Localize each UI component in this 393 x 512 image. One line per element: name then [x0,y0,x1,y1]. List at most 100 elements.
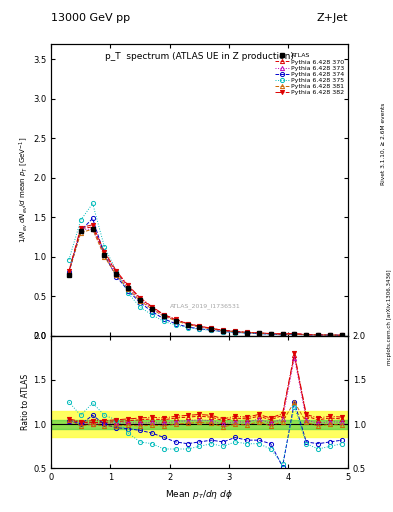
Pythia 6.428 370 [197,323,202,329]
ATLAS [185,322,190,328]
Pythia 6.428 373 [257,330,261,336]
Pythia 6.428 373 [233,329,237,335]
Pythia 6.428 373 [221,328,226,334]
Line: Pythia 6.428 382: Pythia 6.428 382 [67,223,344,337]
Pythia 6.428 374 [244,330,249,336]
Pythia 6.428 382 [114,268,119,274]
Pythia 6.428 370 [257,330,261,336]
Pythia 6.428 381 [233,329,237,335]
Pythia 6.428 382 [268,330,273,336]
Text: mcplots.cern.ch [arXiv:1306.3436]: mcplots.cern.ch [arXiv:1306.3436] [387,270,392,365]
Pythia 6.428 375 [90,200,95,206]
Pythia 6.428 375 [150,312,154,318]
Pythia 6.428 370 [221,327,226,333]
Pythia 6.428 375 [257,331,261,337]
Pythia 6.428 370 [126,283,130,289]
Pythia 6.428 370 [114,269,119,275]
Pythia 6.428 381 [90,226,95,232]
Pythia 6.428 373 [138,297,143,303]
ATLAS [173,317,178,324]
Pythia 6.428 382 [304,332,309,338]
Pythia 6.428 374 [79,228,83,234]
Pythia 6.428 374 [257,331,261,337]
Pythia 6.428 382 [221,327,226,333]
Line: Pythia 6.428 374: Pythia 6.428 374 [67,217,344,337]
Pythia 6.428 374 [209,327,214,333]
Pythia 6.428 373 [90,226,95,232]
Pythia 6.428 375 [162,318,166,325]
Pythia 6.428 374 [221,329,226,335]
ATLAS [328,332,332,338]
ATLAS [162,313,166,319]
ATLAS [268,331,273,337]
Line: Pythia 6.428 381: Pythia 6.428 381 [67,227,344,337]
Pythia 6.428 370 [209,325,214,331]
Pythia 6.428 382 [340,332,344,338]
Pythia 6.428 382 [328,332,332,338]
Pythia 6.428 373 [292,331,297,337]
ATLAS [257,330,261,336]
Pythia 6.428 375 [138,304,143,310]
Pythia 6.428 381 [173,317,178,324]
Pythia 6.428 375 [126,290,130,296]
Pythia 6.428 370 [244,329,249,335]
Pythia 6.428 370 [340,332,344,338]
ATLAS [340,332,344,338]
ATLAS [292,331,297,337]
ATLAS [233,329,237,335]
Text: Z+Jet: Z+Jet [316,13,348,23]
Pythia 6.428 375 [316,332,321,338]
Pythia 6.428 381 [102,253,107,260]
Pythia 6.428 370 [162,312,166,318]
Pythia 6.428 373 [102,251,107,258]
Pythia 6.428 374 [280,332,285,338]
Pythia 6.428 381 [185,322,190,328]
Pythia 6.428 370 [90,224,95,230]
Pythia 6.428 381 [221,328,226,334]
Pythia 6.428 370 [79,225,83,231]
Pythia 6.428 381 [114,272,119,279]
Pythia 6.428 373 [268,331,273,337]
Pythia 6.428 381 [340,332,344,338]
Pythia 6.428 374 [114,273,119,280]
Pythia 6.428 373 [244,329,249,335]
ATLAS [209,326,214,332]
Text: Rivet 3.1.10, ≥ 2.6M events: Rivet 3.1.10, ≥ 2.6M events [381,102,386,184]
Pythia 6.428 382 [316,332,321,338]
Pythia 6.428 374 [292,331,297,337]
ATLAS [244,329,249,335]
Pythia 6.428 370 [268,331,273,337]
Text: ATLAS_2019_I1736531: ATLAS_2019_I1736531 [170,304,241,309]
Pythia 6.428 375 [173,322,178,328]
ATLAS [197,324,202,330]
Pythia 6.428 381 [292,331,297,337]
Pythia 6.428 370 [233,328,237,334]
Pythia 6.428 381 [138,298,143,304]
Pythia 6.428 381 [162,313,166,319]
Pythia 6.428 370 [304,332,309,338]
Pythia 6.428 382 [233,328,237,334]
Pythia 6.428 373 [197,324,202,330]
Pythia 6.428 374 [90,216,95,222]
Pythia 6.428 370 [185,321,190,327]
Pythia 6.428 370 [328,332,332,338]
Pythia 6.428 382 [162,311,166,317]
Pythia 6.428 382 [79,224,83,230]
Pythia 6.428 375 [79,217,83,223]
Pythia 6.428 375 [209,327,214,333]
Pythia 6.428 374 [126,288,130,294]
Pythia 6.428 373 [304,332,309,338]
Pythia 6.428 375 [114,268,119,274]
ATLAS [102,252,107,258]
Pythia 6.428 375 [185,325,190,331]
ATLAS [90,226,95,232]
Pythia 6.428 370 [66,269,71,275]
Pythia 6.428 382 [138,294,143,301]
Pythia 6.428 382 [173,316,178,323]
Pythia 6.428 374 [102,252,107,258]
Line: Pythia 6.428 373: Pythia 6.428 373 [67,227,344,337]
Line: Pythia 6.428 375: Pythia 6.428 375 [67,201,344,337]
Y-axis label: $1/N_{ev}\ dN_{ev}/d\ \mathrm{mean}\ p_T\ [\mathrm{GeV}^{-1}]$: $1/N_{ev}\ dN_{ev}/d\ \mathrm{mean}\ p_T… [17,137,30,243]
Pythia 6.428 374 [233,329,237,335]
Pythia 6.428 381 [328,332,332,338]
